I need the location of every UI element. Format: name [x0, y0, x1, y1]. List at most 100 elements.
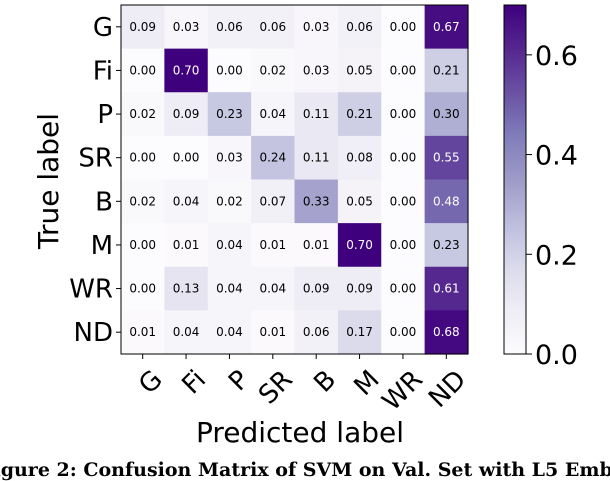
heatmap-cell [337, 135, 382, 181]
cell-value-label: 0.03 [216, 151, 243, 165]
cell-value-label: 0.02 [259, 63, 286, 77]
cell-value-label: 0.03 [173, 20, 200, 34]
heatmap-cell [337, 5, 382, 50]
cell-value-label: 0.68 [433, 325, 460, 339]
cell-value-label: 0.04 [259, 282, 286, 296]
cell-value-label: 0.06 [346, 20, 373, 34]
cell-value-label: 0.21 [346, 107, 373, 121]
cell-value-label: 0.05 [346, 194, 373, 208]
colorbar-gradient [503, 4, 527, 355]
heatmap-cell [164, 5, 209, 50]
heatmap-cell [337, 310, 382, 355]
heatmap-cell [164, 92, 209, 137]
cell-value-label: 0.00 [216, 63, 243, 77]
heatmap-cell [251, 310, 296, 355]
heatmap-cell [381, 135, 426, 181]
heatmap-cell [424, 310, 469, 355]
heatmap-cell [381, 5, 426, 50]
cell-value-label: 0.01 [173, 238, 200, 252]
cell-value-label: 0.17 [346, 325, 373, 339]
heatmap-cell [294, 223, 339, 268]
cell-value-label: 0.23 [216, 107, 243, 121]
cell-value-label: 0.04 [216, 238, 243, 252]
heatmap-cell [294, 5, 339, 50]
heatmap-cell [294, 266, 339, 311]
heatmap-cell [381, 179, 426, 224]
colorbar-ticks: 0.0 0.2 0.4 0.6 [526, 41, 578, 371]
cell-value-label: 0.00 [390, 282, 417, 296]
heatmap-cell [207, 135, 252, 181]
cell-value-label: 0.04 [173, 194, 200, 208]
heatmap-cell [251, 48, 296, 93]
cell-value-label: 0.01 [129, 325, 156, 339]
heatmap-cell [294, 310, 339, 355]
heatmap-cell [337, 223, 382, 268]
cell-value-label: 0.00 [390, 151, 417, 165]
cell-value-label: 0.00 [129, 151, 156, 165]
x-tick-label: ND [423, 365, 472, 414]
cell-value-label: 0.00 [390, 194, 417, 208]
cell-value-label: 0.48 [433, 194, 460, 208]
heatmap-cell [294, 48, 339, 93]
cell-value-label: 0.00 [390, 20, 417, 34]
cell-value-label: 0.00 [390, 63, 417, 77]
cell-value-label: 0.70 [346, 238, 373, 252]
cell-value-label: 0.04 [216, 325, 243, 339]
y-tick-label: M [91, 231, 113, 261]
cell-value-label: 0.03 [303, 63, 330, 77]
colorbar-tick-label: 0.2 [535, 240, 578, 271]
heatmap-cell [164, 266, 209, 311]
heatmap-cell [424, 266, 469, 311]
heatmap-cell [121, 135, 165, 181]
matrix-frame [120, 4, 469, 355]
colorbar: 0.0 0.2 0.4 0.6 [503, 4, 578, 371]
y-tick-label: ND [74, 318, 113, 348]
cell-value-label: 0.00 [129, 282, 156, 296]
x-tick-label: SR [253, 365, 299, 411]
heatmap-cell [164, 135, 209, 181]
heatmap-cell-labels: 0.09 0.03 0.06 0.06 0.03 0.06 0.00 0.67 0.00 0.70… [129, 20, 459, 339]
cell-value-label: 0.67 [433, 20, 460, 34]
cell-value-label: 0.08 [346, 151, 373, 165]
heatmap-cell [207, 92, 252, 137]
heatmap-cell [424, 135, 469, 181]
cell-value-label: 0.03 [303, 20, 330, 34]
cell-value-label: 0.00 [173, 151, 200, 165]
x-axis-label: Predicted label [196, 416, 404, 449]
colorbar-tick-label: 0.0 [535, 340, 578, 371]
heatmap-cell [381, 310, 426, 355]
heatmap-cell [207, 179, 252, 224]
heatmap-cell [164, 310, 209, 355]
cell-value-label: 0.02 [216, 194, 243, 208]
x-tick-label: P [223, 365, 255, 397]
y-axis-label: True label [32, 113, 65, 250]
cell-value-label: 0.04 [216, 282, 243, 296]
heatmap-cell [121, 48, 165, 93]
heatmap-cell [294, 92, 339, 137]
cell-value-label: 0.24 [259, 151, 286, 165]
heatmap-cell [381, 266, 426, 311]
heatmap-cells [121, 5, 469, 355]
heatmap-cell [164, 179, 209, 224]
colorbar-tick-label: 0.6 [535, 41, 578, 72]
cell-value-label: 0.61 [433, 282, 460, 296]
heatmap-cell [164, 48, 209, 93]
y-tick-label: Fi [93, 56, 113, 86]
cell-value-label: 0.07 [259, 194, 286, 208]
cell-value-label: 0.00 [129, 238, 156, 252]
heatmap-cell [381, 92, 426, 137]
cell-value-label: 0.01 [259, 325, 286, 339]
colorbar-tick-label: 0.4 [535, 141, 578, 172]
heatmap-cell [381, 223, 426, 268]
heatmap-cell [294, 135, 339, 181]
heatmap-cell [251, 266, 296, 311]
confusion-matrix-figure: 0.09 0.03 0.06 0.06 0.03 0.06 0.00 0.67 0.00 0.70… [32, 4, 578, 449]
heatmap-cell [381, 48, 426, 93]
heatmap-cell [251, 179, 296, 224]
heatmap-cell [424, 5, 469, 50]
cell-value-label: 0.09 [129, 20, 156, 34]
cell-value-label: 0.11 [303, 107, 330, 121]
heatmap-cell [251, 223, 296, 268]
cell-value-label: 0.00 [390, 107, 417, 121]
heatmap-cell [424, 92, 469, 137]
